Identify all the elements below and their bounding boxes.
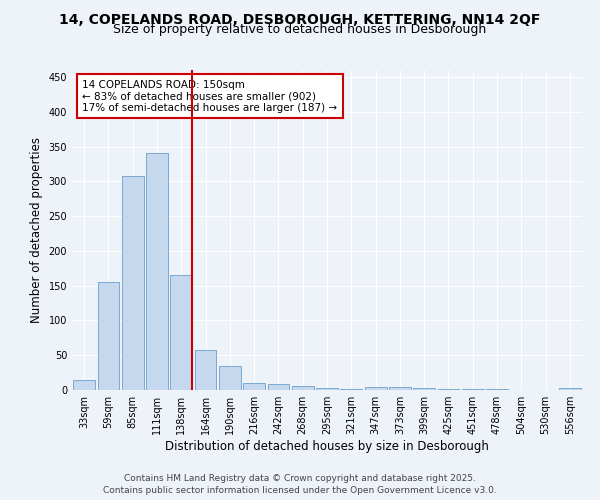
Bar — [73, 380, 95, 390]
Bar — [170, 275, 192, 390]
Y-axis label: Number of detached properties: Number of detached properties — [30, 137, 43, 323]
Bar — [389, 387, 411, 390]
Bar — [437, 388, 460, 390]
Text: 14 COPELANDS ROAD: 150sqm
← 83% of detached houses are smaller (902)
17% of semi: 14 COPELANDS ROAD: 150sqm ← 83% of detac… — [82, 80, 337, 113]
Bar — [194, 350, 217, 390]
Text: Size of property relative to detached houses in Desborough: Size of property relative to detached ho… — [113, 22, 487, 36]
Bar — [559, 388, 581, 390]
X-axis label: Distribution of detached houses by size in Desborough: Distribution of detached houses by size … — [165, 440, 489, 453]
Bar — [243, 383, 265, 390]
Text: 14, COPELANDS ROAD, DESBOROUGH, KETTERING, NN14 2QF: 14, COPELANDS ROAD, DESBOROUGH, KETTERIN… — [59, 12, 541, 26]
Bar — [316, 388, 338, 390]
Text: Contains HM Land Registry data © Crown copyright and database right 2025.
Contai: Contains HM Land Registry data © Crown c… — [103, 474, 497, 495]
Bar — [268, 384, 289, 390]
Bar — [97, 282, 119, 390]
Bar — [219, 366, 241, 390]
Bar — [292, 386, 314, 390]
Bar — [413, 388, 435, 390]
Bar — [146, 154, 168, 390]
Bar — [365, 386, 386, 390]
Bar — [122, 176, 143, 390]
